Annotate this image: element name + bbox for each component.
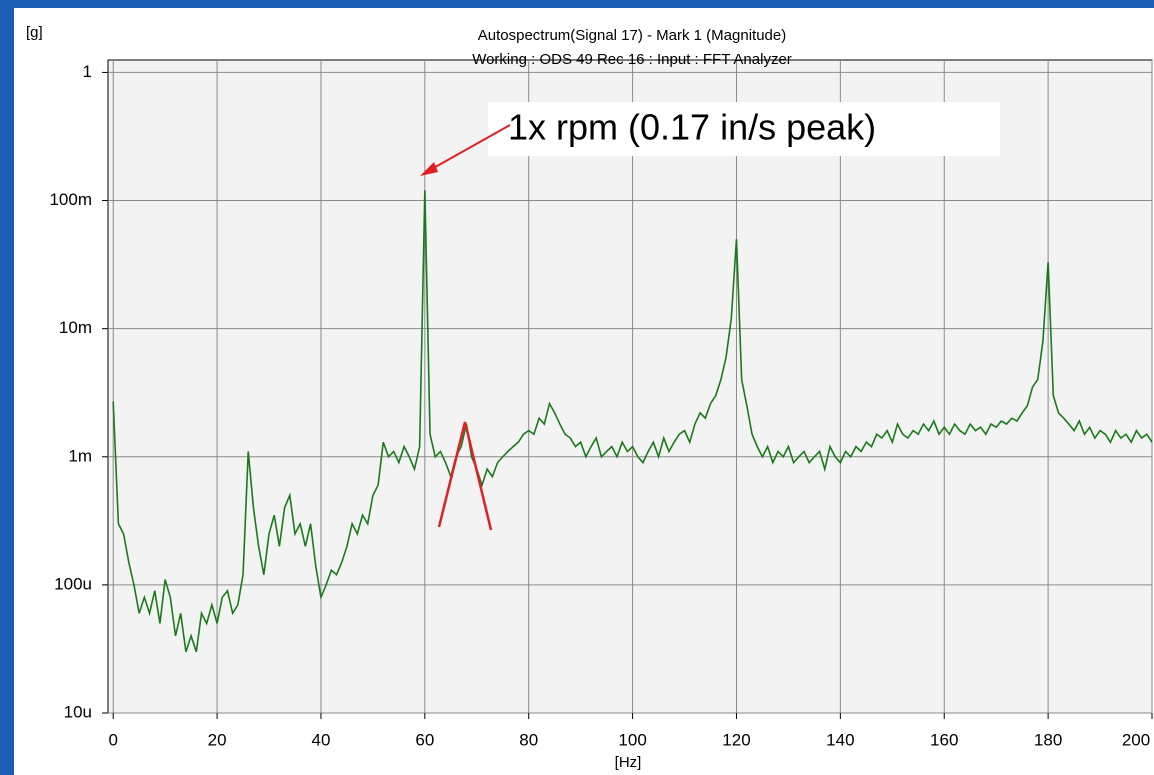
series-line <box>112 190 1153 653</box>
x-axis-label: [Hz] <box>615 754 642 771</box>
x-tick-label: 0 <box>108 730 117 749</box>
annotation-arrow <box>429 124 511 171</box>
chart-title: Autospectrum(Signal 17) - Mark 1 (Magnit… <box>478 27 786 44</box>
x-tick-label: 20 <box>208 730 227 749</box>
y-tick-label: 10u <box>64 702 92 721</box>
x-tick-label: 160 <box>930 730 958 749</box>
x-tick-label: 40 <box>311 730 330 749</box>
y-tick-label: 1m <box>68 446 92 465</box>
y-tick-label: 10m <box>59 318 92 337</box>
x-tick-label: 120 <box>722 730 750 749</box>
y-axis-label: [g] <box>26 24 43 41</box>
y-tick-label: 100u <box>54 574 92 593</box>
x-tick-label: 80 <box>519 730 538 749</box>
x-tick-label: 100 <box>618 730 646 749</box>
annotation-box <box>488 102 1000 156</box>
plot-area <box>107 59 1153 714</box>
y-tick-label: 100m <box>49 190 92 209</box>
arrow-head <box>420 162 438 176</box>
x-tick-label: 200 <box>1122 730 1150 749</box>
x-tick-label: 60 <box>415 730 434 749</box>
y-tick-label: 1 <box>83 62 92 81</box>
annotation: 1x rpm (0.17 in/s peak) <box>508 107 876 148</box>
chart-subtitle: Working : ODS 49 Rec 16 : Input : FFT An… <box>472 51 792 68</box>
x-tick-label: 180 <box>1034 730 1062 749</box>
x-tick-label: 140 <box>826 730 854 749</box>
peak-marker <box>437 421 493 531</box>
